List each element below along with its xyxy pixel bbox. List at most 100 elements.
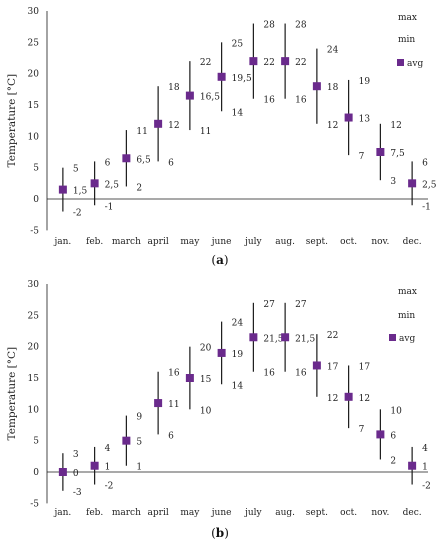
avg-marker — [58, 185, 67, 194]
legend-item-max: max — [398, 13, 417, 23]
avg-marker — [376, 148, 385, 156]
avg-data-label: 21,5 — [295, 334, 315, 344]
avg-data-label: 12 — [168, 121, 179, 131]
avg-data-label: 22 — [295, 58, 306, 68]
avg-data-label: 18 — [327, 83, 339, 93]
avg-marker — [408, 179, 417, 188]
x-category-label: sept. — [306, 508, 328, 518]
panel-label-letter: b — [216, 526, 224, 540]
avg-data-label: 1,5 — [73, 187, 88, 197]
y-tick-label: 25 — [28, 311, 40, 321]
x-category-label: july — [244, 237, 262, 247]
x-category-label: dec. — [403, 237, 422, 247]
max-data-label: 22 — [200, 58, 211, 68]
avg-data-label: 12 — [359, 394, 370, 404]
avg-marker — [185, 374, 194, 382]
min-data-label: 10 — [200, 406, 212, 416]
min-data-label: 16 — [263, 96, 275, 106]
max-data-label: 19 — [359, 77, 371, 87]
avg-marker — [217, 72, 226, 81]
legend-avg-swatch — [389, 334, 396, 341]
max-data-label: 9 — [136, 413, 142, 423]
panel-label-close: ) — [224, 253, 229, 267]
x-category-label: june — [211, 237, 232, 247]
y-tick-label: 30 — [28, 280, 40, 290]
x-category-label: aug. — [275, 237, 295, 247]
y-tick-label: 10 — [28, 405, 40, 415]
max-data-label: 25 — [232, 39, 244, 49]
y-tick-label: 5 — [33, 164, 39, 174]
x-category-label: april — [148, 237, 169, 247]
avg-marker — [90, 461, 99, 470]
y-tick-label: 15 — [28, 101, 40, 111]
avg-marker — [344, 392, 353, 401]
max-data-label: 18 — [168, 83, 180, 93]
avg-marker — [249, 333, 258, 342]
avg-marker — [217, 348, 226, 357]
legend-avg-swatch — [397, 59, 404, 66]
avg-marker — [312, 82, 321, 91]
avg-marker — [90, 179, 99, 188]
y-axis-title: Temperature [°C] — [6, 347, 18, 441]
max-data-label: 16 — [168, 369, 180, 379]
x-category-label: nov. — [371, 237, 389, 247]
x-category-label: oct. — [340, 508, 357, 518]
y-tick-label: 15 — [28, 374, 40, 384]
legend-item-avg: avg — [399, 334, 415, 344]
x-category-label: aug. — [275, 508, 295, 518]
max-data-label: 24 — [232, 319, 244, 329]
min-data-label: 14 — [232, 108, 244, 118]
avg-data-label: 19,5 — [232, 74, 252, 84]
x-category-label: jan. — [53, 237, 71, 247]
panel-label-open: ( — [211, 253, 216, 267]
avg-data-label: 5 — [136, 438, 142, 448]
x-category-label: march — [112, 508, 141, 518]
x-category-label: feb. — [86, 508, 103, 518]
x-category-label: nov. — [371, 508, 389, 518]
avg-data-label: 6,5 — [136, 155, 151, 165]
avg-marker — [122, 436, 131, 445]
avg-marker — [154, 399, 163, 408]
y-tick-label: 10 — [28, 132, 40, 142]
y-tick-label: 20 — [28, 70, 40, 80]
min-data-label: 2 — [136, 183, 142, 193]
min-data-label: 12 — [327, 121, 338, 131]
max-data-label: 4 — [105, 444, 111, 454]
avg-marker — [249, 57, 258, 66]
y-tick-label: 0 — [33, 468, 39, 478]
y-tick-label: -5 — [30, 499, 39, 509]
x-category-label: march — [112, 237, 141, 247]
max-data-label: 20 — [200, 344, 212, 354]
min-data-label: 16 — [295, 96, 307, 106]
min-data-label: -2 — [422, 482, 431, 492]
min-data-label: -3 — [73, 488, 82, 498]
min-data-label: 6 — [168, 431, 174, 441]
max-data-label: 6 — [105, 158, 111, 168]
x-category-label: jan. — [53, 508, 71, 518]
x-category-label: april — [148, 508, 169, 518]
min-data-label: -1 — [422, 202, 431, 212]
x-category-label: may — [180, 508, 200, 518]
avg-marker — [312, 361, 321, 370]
y-tick-label: -5 — [30, 226, 39, 236]
max-data-label: 17 — [359, 362, 371, 372]
avg-data-label: 1 — [422, 463, 428, 473]
avg-marker — [154, 119, 163, 128]
legend-item-min: min — [398, 311, 415, 321]
max-data-label: 24 — [327, 46, 339, 56]
avg-data-label: 0 — [73, 469, 79, 479]
y-tick-label: 20 — [28, 343, 40, 353]
avg-data-label: 21,5 — [263, 334, 283, 344]
max-data-label: 28 — [295, 21, 307, 31]
x-category-label: may — [180, 237, 200, 247]
min-data-label: 11 — [200, 127, 211, 137]
avg-marker — [281, 57, 290, 66]
y-tick-label: 5 — [33, 437, 39, 447]
avg-marker — [376, 430, 385, 439]
min-data-label: 2 — [390, 456, 396, 466]
avg-marker — [185, 91, 194, 100]
max-data-label: 5 — [73, 165, 79, 175]
x-category-label: july — [244, 508, 262, 518]
